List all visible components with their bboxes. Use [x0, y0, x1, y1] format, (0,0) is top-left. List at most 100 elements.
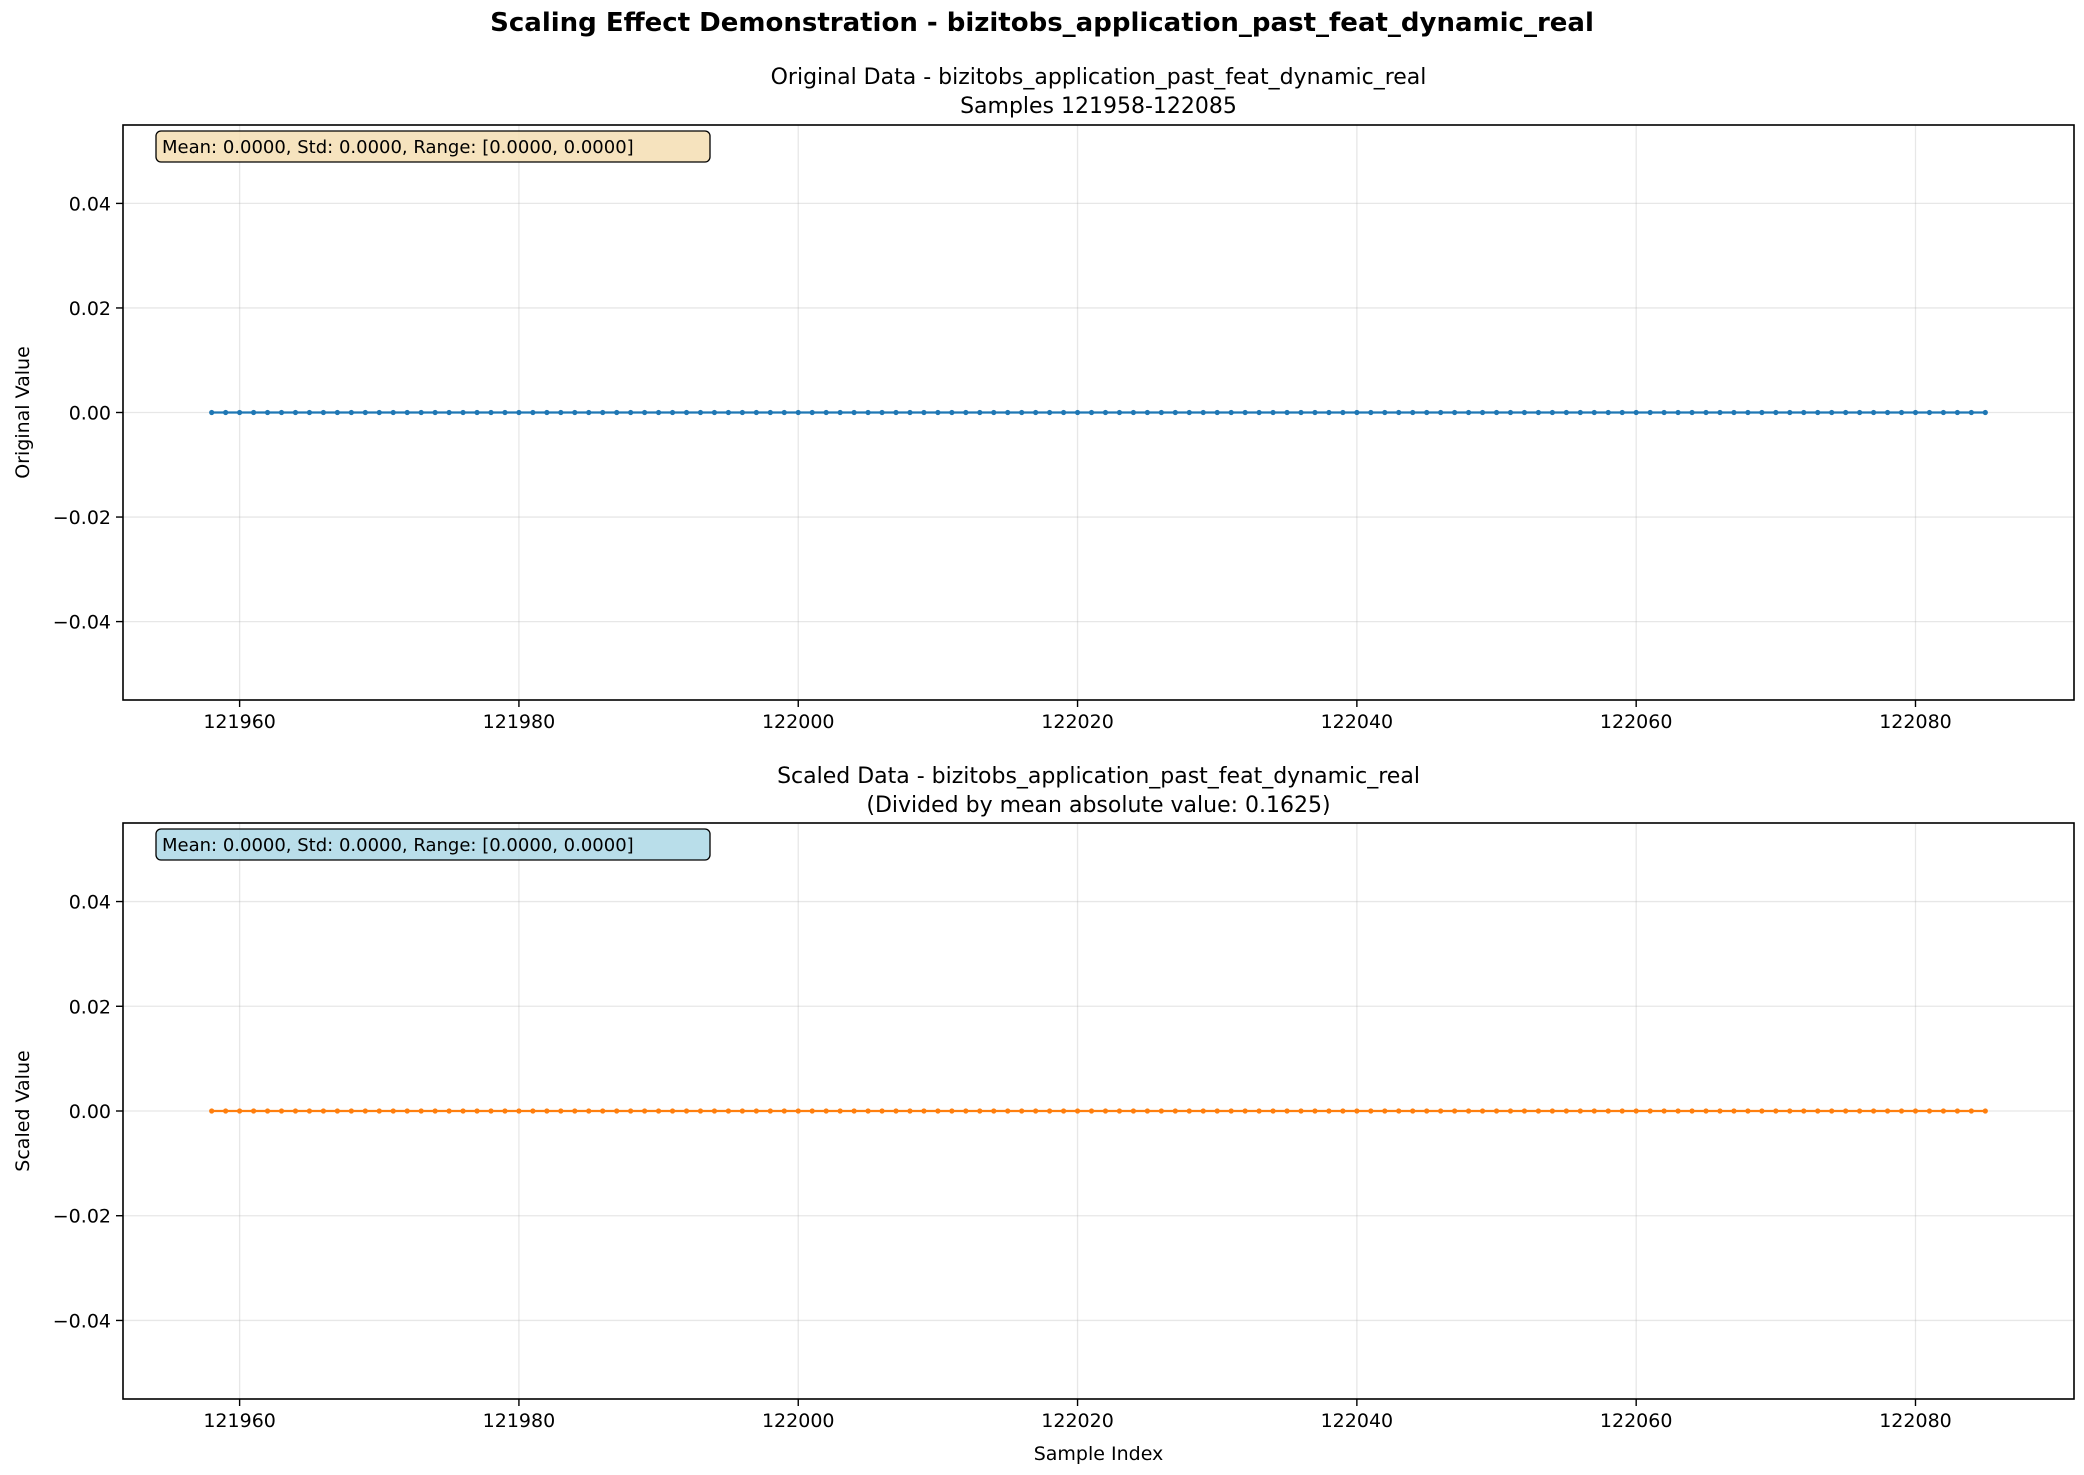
chart1-stats-text: Mean: 0.0000, Std: 0.0000, Range: [0.000…	[162, 835, 634, 856]
chart1-data-point	[1745, 1108, 1751, 1114]
chart0-data-point	[390, 409, 396, 416]
chart1-data-point	[320, 1108, 327, 1114]
chart1-data-point	[1689, 1108, 1695, 1114]
chart0-data-point	[250, 409, 257, 416]
chart1-data-point	[1549, 1108, 1555, 1114]
chart0-data-point	[1005, 409, 1011, 416]
chart1-data-point	[991, 1108, 997, 1114]
chart1-data-point	[572, 1108, 578, 1114]
chart1-data-point	[865, 1108, 871, 1114]
chart1-data-point	[1424, 1108, 1430, 1114]
chart0-data-point	[1843, 409, 1849, 416]
chart1-data-point	[1312, 1108, 1318, 1114]
chart0-data-point	[879, 409, 885, 416]
chart0-data-point	[1926, 409, 1933, 416]
chart1-data-point	[488, 1108, 494, 1114]
chart0-data-point	[334, 409, 340, 416]
chart1-data-point	[1340, 1108, 1346, 1114]
chart0-data-point	[1787, 409, 1793, 416]
chart1-data-point	[1801, 1108, 1807, 1114]
chart-scaled: Scaled Data - bizitobs_application_past_…	[12, 764, 2075, 1465]
chart0-data-point	[1396, 409, 1402, 416]
chart0-data-point	[1773, 409, 1779, 416]
chart1-data-point	[209, 1108, 215, 1114]
chart0-data-point	[655, 409, 662, 416]
chart1-data-point	[935, 1108, 941, 1114]
chart0-data-point	[306, 409, 313, 416]
chart0-data-point	[1759, 409, 1765, 416]
chart1-data-point	[306, 1108, 313, 1114]
chart1-data-point	[1940, 1108, 1947, 1114]
chart1-data-point	[1479, 1108, 1486, 1114]
chart1-data-point	[1452, 1108, 1458, 1114]
chart1-y-tick-label: 0.02	[69, 996, 111, 1018]
chart1-data-point	[1005, 1108, 1011, 1114]
chart1-data-point	[1577, 1108, 1583, 1114]
chart1-data-point	[1535, 1108, 1542, 1114]
chart1-x-tick-label: 122080	[1879, 1410, 1952, 1432]
chart1-data-point	[1870, 1108, 1877, 1114]
chart0-data-point	[1675, 409, 1681, 416]
chart1-data-point	[963, 1108, 969, 1114]
chart1-data-point	[237, 1108, 243, 1114]
chart0-data-point	[530, 409, 536, 416]
chart0-data-point	[1577, 409, 1583, 416]
chart0-data-point	[1410, 409, 1416, 416]
chart1-title: Scaled Data - bizitobs_application_past_…	[777, 764, 1420, 789]
chart0-data-point	[1438, 409, 1444, 416]
chart1-data-point	[1354, 1108, 1360, 1114]
chart0-data-point	[1200, 409, 1206, 416]
chart0-data-point	[697, 409, 704, 416]
chart1-data-point	[1661, 1108, 1667, 1114]
chart1-data-point	[1130, 1108, 1137, 1114]
chart1-data-point	[278, 1108, 285, 1114]
chart0-data-point	[1703, 409, 1709, 416]
chart1-data-point	[586, 1108, 592, 1114]
chart1-y-tick-label: −0.04	[53, 1310, 111, 1332]
chart0-data-point	[1940, 409, 1947, 416]
chart0-stats-box	[155, 130, 711, 163]
chart1-data-point	[893, 1108, 899, 1114]
chart1-x-tick-label: 122000	[762, 1410, 835, 1432]
chart0-data-point	[1019, 409, 1025, 416]
chart0-data-point	[432, 409, 438, 416]
chart0-data-point	[572, 409, 578, 416]
chart0-y-tick-label: 0.02	[69, 298, 111, 320]
chart1-data-point	[446, 1108, 452, 1114]
chart0-data-point	[767, 409, 773, 416]
chart0-data-point	[823, 409, 829, 416]
chart1-data-point	[1773, 1108, 1779, 1114]
chart0-data-point	[278, 409, 285, 416]
chart1-data-point	[1465, 1108, 1472, 1114]
chart0-data-point	[1382, 409, 1388, 416]
chart0-data-point	[1354, 409, 1360, 416]
chart1-data-point	[614, 1108, 620, 1114]
chart1-data-point	[1884, 1108, 1891, 1114]
chart0-data-point	[1912, 409, 1919, 416]
chart1-data-point	[1787, 1108, 1793, 1114]
chart0-data-point	[1619, 409, 1625, 416]
chart1-data-point	[1507, 1108, 1514, 1114]
chart1-x-tick-label: 121980	[483, 1410, 556, 1432]
chart1-data-point	[725, 1108, 732, 1114]
chart0-data-point	[237, 409, 243, 416]
chart0-data-point	[1857, 409, 1863, 416]
chart0-data-point	[209, 409, 215, 416]
chart1-data-point	[1088, 1108, 1095, 1114]
chart0-data-point	[264, 409, 271, 416]
chart0-data-point	[893, 409, 899, 416]
chart0-data-point	[935, 409, 941, 416]
chart1-data-point	[1270, 1108, 1276, 1114]
chart0-data-point	[614, 409, 620, 416]
chart1-data-point	[1200, 1108, 1206, 1114]
chart0-data-point	[1591, 409, 1597, 416]
chart1-data-point	[1605, 1108, 1611, 1114]
chart1-data-point	[1019, 1108, 1025, 1114]
chart1-data-point	[1172, 1108, 1178, 1114]
chart0-data-point	[669, 409, 676, 416]
chart1-data-point	[1912, 1108, 1919, 1114]
chart1-data-point	[1857, 1108, 1863, 1114]
chart1-data-point	[642, 1108, 648, 1114]
chart1-x-axis-label: Sample Index	[1034, 1443, 1164, 1465]
chart0-data-point	[1535, 409, 1542, 416]
